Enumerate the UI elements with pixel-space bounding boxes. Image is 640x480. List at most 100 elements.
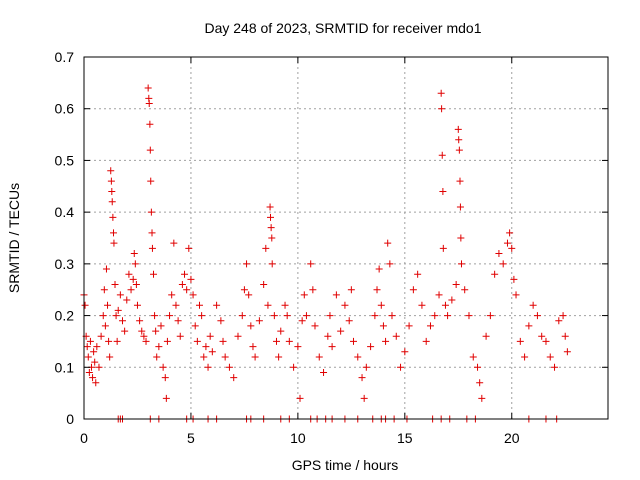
data-point	[422, 337, 430, 345]
x-tick-label: 15	[397, 430, 413, 446]
data-point	[439, 187, 447, 195]
data-point	[311, 322, 319, 330]
data-point	[247, 322, 255, 330]
data-point	[208, 348, 216, 356]
data-point	[482, 332, 490, 340]
data-point	[290, 363, 298, 371]
grid-lines	[84, 57, 608, 419]
data-point	[525, 322, 533, 330]
data-point	[195, 301, 203, 309]
data-point	[106, 353, 114, 361]
data-point	[386, 260, 394, 268]
data-point	[113, 337, 121, 345]
data-point	[97, 332, 105, 340]
data-point	[516, 337, 524, 345]
data-point	[155, 343, 163, 351]
data-point	[161, 374, 169, 382]
data-point	[465, 312, 473, 320]
data-points	[80, 84, 571, 423]
data-point	[152, 327, 160, 335]
data-point	[89, 374, 97, 382]
data-point	[510, 275, 518, 283]
data-point	[104, 301, 112, 309]
data-point	[457, 234, 465, 242]
data-point	[166, 312, 174, 320]
data-point	[133, 301, 141, 309]
data-point	[162, 394, 170, 402]
data-point	[452, 281, 460, 289]
data-point	[302, 312, 310, 320]
data-point	[521, 353, 529, 361]
data-point	[437, 89, 445, 97]
data-point	[81, 301, 89, 309]
data-point	[187, 275, 195, 283]
data-point	[358, 374, 366, 382]
data-point	[309, 286, 317, 294]
data-point	[324, 332, 332, 340]
data-point	[533, 312, 541, 320]
y-tick-label: 0.4	[55, 204, 75, 220]
data-point	[300, 291, 308, 299]
data-point	[275, 353, 283, 361]
data-point	[499, 260, 507, 268]
data-point	[345, 317, 353, 325]
data-point	[198, 312, 206, 320]
data-point	[123, 296, 131, 304]
data-point	[307, 260, 315, 268]
data-point	[146, 120, 154, 128]
data-point	[382, 337, 390, 345]
data-point	[529, 301, 537, 309]
data-point	[140, 332, 148, 340]
data-point	[125, 270, 133, 278]
data-point	[148, 229, 156, 237]
data-point	[435, 291, 443, 299]
y-tick-label: 0.7	[55, 49, 75, 65]
data-point	[202, 343, 210, 351]
data-point	[277, 327, 285, 335]
data-point	[270, 312, 278, 320]
data-point	[240, 286, 248, 294]
data-point	[379, 322, 387, 330]
data-point	[267, 224, 275, 232]
data-point	[238, 312, 246, 320]
y-axis-title: SRMTID / TECUs	[6, 183, 22, 293]
data-point	[296, 394, 304, 402]
data-point	[266, 203, 274, 211]
data-point	[90, 348, 98, 356]
data-point	[144, 84, 152, 92]
data-point	[268, 234, 276, 242]
data-point	[438, 105, 446, 113]
data-point	[217, 317, 225, 325]
data-point	[349, 337, 357, 345]
data-point	[538, 332, 546, 340]
x-tick-label: 20	[504, 430, 520, 446]
data-point	[251, 353, 259, 361]
data-point	[206, 332, 214, 340]
data-point	[262, 244, 270, 252]
data-point	[110, 229, 118, 237]
data-point	[191, 322, 199, 330]
data-point	[219, 337, 227, 345]
data-point	[281, 301, 289, 309]
data-point	[163, 337, 171, 345]
data-point	[225, 363, 233, 371]
y-tick-label: 0.3	[55, 256, 75, 272]
data-point	[105, 337, 113, 345]
data-point	[561, 332, 569, 340]
data-point	[444, 312, 452, 320]
data-point	[486, 312, 494, 320]
data-point	[85, 368, 93, 376]
data-point	[559, 312, 567, 320]
data-point	[150, 270, 158, 278]
data-point	[315, 353, 323, 361]
chart-title: Day 248 of 2023, SRMTID for receiver mdo…	[204, 20, 481, 36]
y-tick-label: 0.6	[55, 101, 75, 117]
data-point	[384, 239, 392, 247]
data-point	[109, 213, 117, 221]
data-point	[360, 394, 368, 402]
data-point	[495, 250, 503, 258]
data-point	[86, 337, 94, 345]
data-point	[200, 353, 208, 361]
data-point	[114, 306, 122, 314]
